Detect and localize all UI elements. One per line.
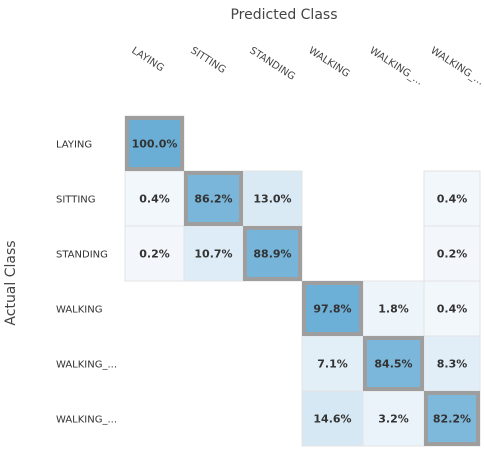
cell-value-label: 7.1% <box>317 358 348 371</box>
cell-value-label: 84.5% <box>374 358 412 371</box>
column-label: WALKING_... <box>428 45 484 87</box>
diagonal-cell-border <box>302 281 363 336</box>
row-label: STANDING <box>56 250 108 261</box>
matrix-cell <box>301 280 364 337</box>
diagonal-cell-border <box>424 391 480 446</box>
x-axis-title: Predicted Class <box>230 7 337 23</box>
row-label: WALKING_... <box>56 360 117 371</box>
cell-value-label: 0.2% <box>437 248 468 261</box>
column-label: WALKING_... <box>367 45 424 87</box>
cell-value-label: 8.3% <box>437 358 468 371</box>
matrix-cell <box>124 170 185 227</box>
matrix-cell <box>124 225 185 282</box>
cell-value-label: 1.8% <box>378 303 409 316</box>
cell-value-label: 3.2% <box>378 413 409 426</box>
column-label: LAYING <box>129 45 165 74</box>
column-labels: LAYING SITTING STANDING WALKING WALKING_... W… <box>129 45 484 87</box>
cell-value-label: 0.4% <box>437 303 468 316</box>
row-labels: LAYING SITTING STANDING WALKING WALKING_... W… <box>56 140 117 426</box>
row-label: SITTING <box>56 195 96 206</box>
cell-value-label: 0.2% <box>139 248 170 261</box>
cell-value-label: 88.9% <box>253 248 291 261</box>
diagonal-cell-border <box>363 336 424 391</box>
cell-value-label: 0.4% <box>139 193 170 206</box>
matrix-cells: 100.0% 0.4% 86.2% 13.0% 0.4% 0.2% 10.7% 88.9% 0.… <box>124 115 481 447</box>
matrix-cell <box>423 280 481 337</box>
row-label: WALKING_... <box>56 415 117 426</box>
matrix-cell <box>124 115 185 172</box>
matrix-cell <box>301 390 364 447</box>
cell-value-label: 14.6% <box>313 413 351 426</box>
cell-value-label: 100.0% <box>132 138 178 151</box>
y-axis-title: Actual Class <box>3 240 19 325</box>
cell-value-label: 10.7% <box>194 248 232 261</box>
diagonal-cell-border <box>184 171 243 226</box>
cell-value-label: 13.0% <box>253 193 291 206</box>
row-label: WALKING <box>56 305 103 316</box>
column-label: SITTING <box>188 45 227 76</box>
diagonal-cell-border <box>243 226 302 281</box>
matrix-cell <box>242 170 303 227</box>
cell-value-label: 97.8% <box>313 303 351 316</box>
diagonal-cell-border <box>125 116 184 171</box>
cell-value-label: 86.2% <box>194 193 232 206</box>
row-label: LAYING <box>56 140 92 151</box>
cell-value-label: 0.4% <box>437 193 468 206</box>
matrix-cell <box>362 390 425 447</box>
cell-value-label: 82.2% <box>433 413 471 426</box>
column-label: STANDING <box>247 45 297 82</box>
column-label: WALKING <box>306 45 351 80</box>
matrix-cell <box>183 225 244 282</box>
